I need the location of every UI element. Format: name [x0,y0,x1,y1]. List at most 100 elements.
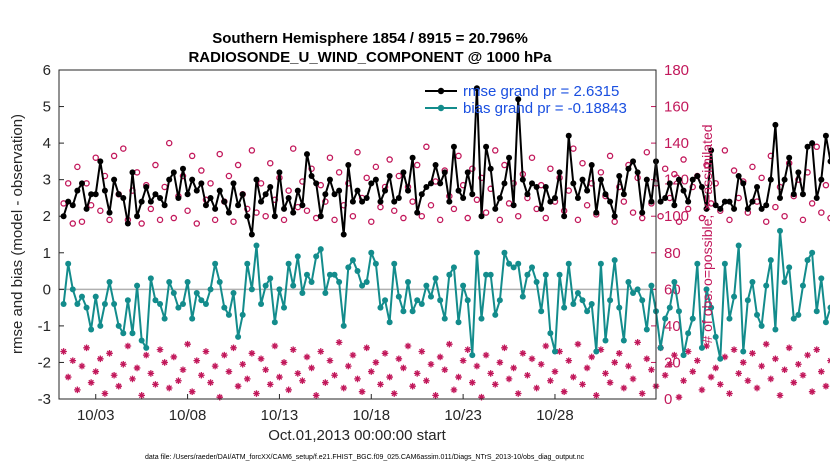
obs-possible-point [762,218,770,225]
rmse-point [478,213,485,220]
bias-point [345,264,352,271]
y-tick-label: 5 [43,99,51,116]
rmse-point [285,194,292,201]
obs-assimilated-point [721,353,729,361]
rmse-point [216,187,223,194]
obs-possible-point [606,152,614,160]
obs-assimilated-point [620,384,628,392]
rmse-point [703,205,710,212]
rmse-point [124,220,131,227]
y-tick-label: 4 [43,135,51,152]
rmse-point [602,191,609,198]
legend: rmse grand pr = 2.6315 bias grand pr = -… [425,83,627,117]
obs-assimilated-point [496,359,504,366]
obs-possible-point [455,152,462,160]
obs-assimilated-point [119,360,127,368]
obs-assimilated-point [666,360,674,368]
bias-point [170,289,177,296]
rmse-point [533,183,540,190]
obs-possible-point [234,161,242,169]
obs-assimilated-point [441,366,449,374]
rmse-point [74,187,81,194]
obs-assimilated-point [230,344,237,352]
rmse-point [634,169,641,176]
bias-point [363,279,370,286]
bias-point [515,260,522,267]
plot-frame [58,69,657,400]
rmse-point [827,158,830,165]
obs-assimilated-point [184,340,191,348]
obs-assimilated-point [501,344,508,352]
bias-point [758,322,765,329]
bias-point [813,308,820,315]
bias-point [478,315,485,322]
bias-point [285,260,292,267]
obs-possible-point [657,212,664,220]
obs-assimilated-point [381,350,389,357]
rmse-point [432,162,439,169]
rmse-point [437,180,444,187]
obs-assimilated-point [772,355,779,363]
rmse-point [524,191,531,198]
rmse-point [487,165,494,172]
bias-point [671,279,678,286]
obs-assimilated-point [175,377,182,385]
bias-point [239,311,246,318]
bias-point [648,282,655,289]
obs-possible-point [69,220,77,227]
obs-assimilated-point [625,362,632,370]
rmse-point [317,213,324,220]
bias-point [799,282,806,289]
obs-possible-point [303,207,311,214]
obs-assimilated-point [542,342,550,350]
y-axis-label: rmse and bias (model - observation) [9,114,26,354]
obs-assimilated-point [423,377,430,385]
bias-point [212,260,219,267]
bias-point [97,322,104,329]
obs-assimilated-point [818,368,825,375]
rmse-point [207,194,214,201]
obs-assimilated-point [753,384,761,392]
obs-possible-point [262,212,269,220]
bias-point [317,246,324,253]
plot-area [59,70,656,399]
bias-point [772,326,779,333]
obs-assimilated-point [97,355,104,363]
obs-assimilated-point [583,364,591,372]
obs-assimilated-point [473,362,481,370]
obs-assimilated-point [372,359,380,366]
bias-point [262,282,269,289]
obs-assimilated-point [404,342,412,350]
obs-possible-point [216,150,223,158]
obs-assimilated-point [276,373,283,381]
obs-assimilated-point [322,379,329,386]
rmse-point [88,191,95,198]
bias-point [804,257,811,264]
obs-possible-point [818,209,825,216]
bias-point [349,257,356,264]
obs-assimilated-point [198,371,205,379]
rmse-point [225,209,232,216]
obs-possible-point [331,216,338,224]
bias-point [391,260,398,267]
bias-point [308,279,315,286]
bias-point [496,297,503,304]
obs-assimilated-point [340,384,348,392]
rmse-point [166,176,173,183]
obs-assimilated-point [262,366,269,374]
x-tick-label: 10/08 [169,407,207,424]
obs-assimilated-point [491,381,499,388]
obs-assimilated-point [551,368,559,375]
obs-assimilated-point [749,350,756,357]
obs-possible-point [147,205,155,213]
obs-possible-point [335,169,343,176]
rmse-point [731,205,738,212]
bias-point [524,271,531,278]
rmse-point [538,205,545,212]
rmse-point [772,121,779,128]
rmse-point [345,162,352,169]
bias-point [83,304,90,311]
obs-assimilated-point [689,368,697,375]
rmse-point [382,187,389,194]
bias-point [639,297,646,304]
